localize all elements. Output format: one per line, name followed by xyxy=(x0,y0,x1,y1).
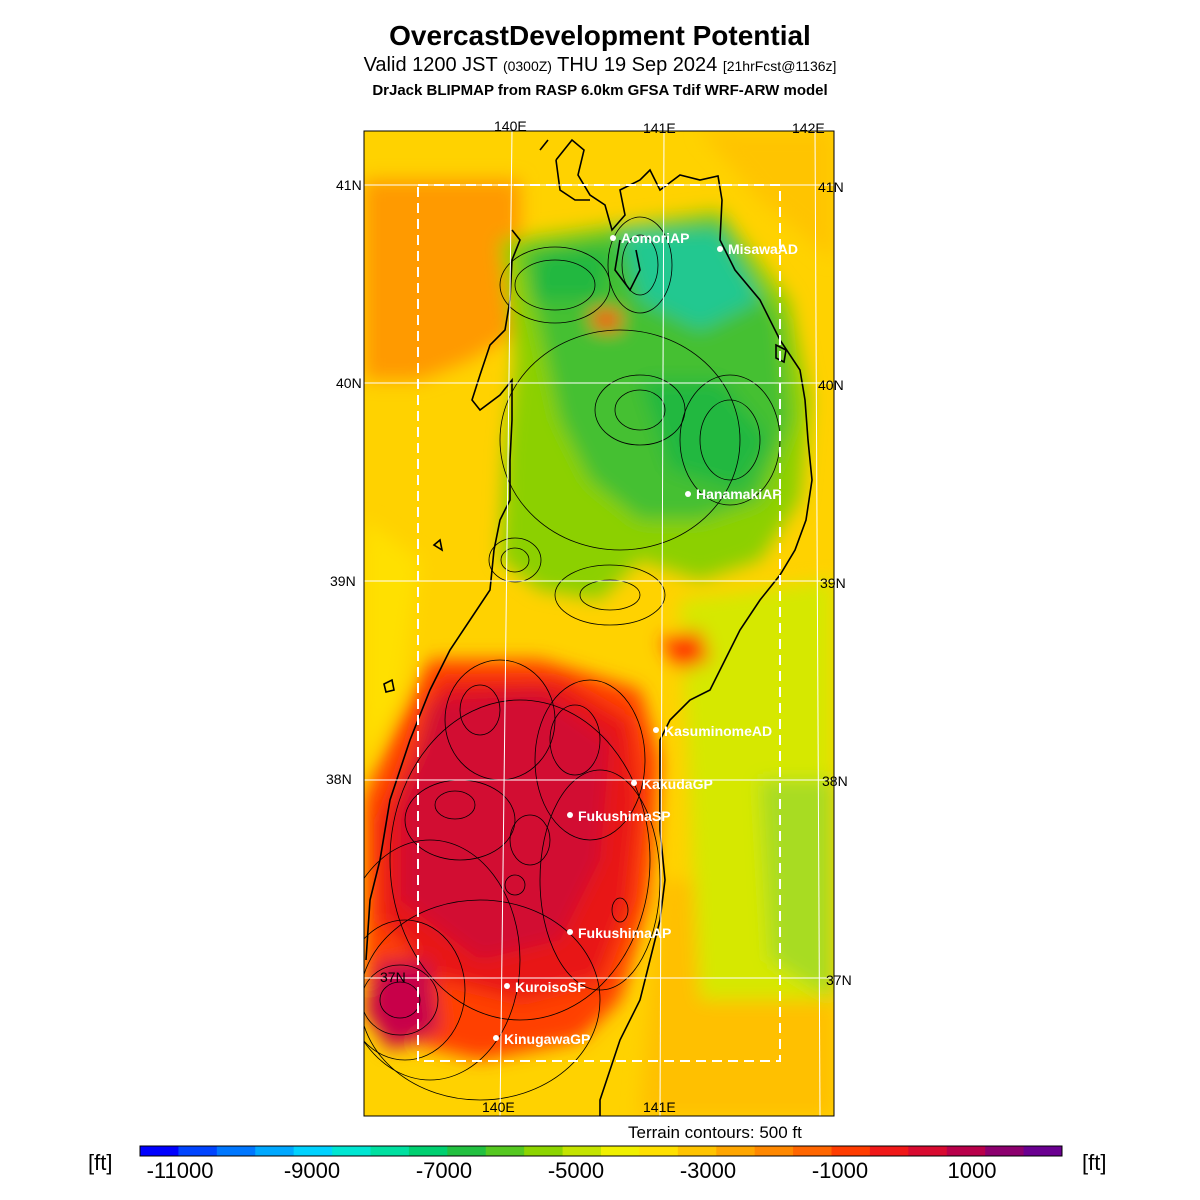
forecast-info: [21hrFcst@1136z] xyxy=(722,58,837,74)
color-scale-cell xyxy=(1023,1146,1063,1156)
color-scale-unit-left: [ft] xyxy=(88,1150,113,1175)
station-label-kinugawagp: KinugawaGP xyxy=(504,1031,590,1047)
map-frame xyxy=(363,130,835,1117)
station-label-fukushimaap: FukushimaAP xyxy=(578,925,671,941)
station-dot-kuroisosf xyxy=(504,983,510,989)
lon-label-top-141e: 141E xyxy=(643,120,676,136)
color-scale-tick-label: -5000 xyxy=(548,1158,604,1183)
color-scale-cell xyxy=(524,1146,564,1156)
color-scale-tick-label: -7000 xyxy=(416,1158,472,1183)
lon-label-bottom-141e: 141E xyxy=(643,1099,676,1115)
color-scale-cell xyxy=(293,1146,333,1156)
inner-domain-box xyxy=(417,184,781,1062)
lon-label-top-140e: 140E xyxy=(494,118,527,134)
color-scale-cell xyxy=(485,1146,525,1156)
station-dot-kasuminomead xyxy=(653,727,659,733)
color-scale-cell xyxy=(601,1146,640,1156)
station-dot-kinugawagp xyxy=(493,1035,499,1041)
station-dot-fukushimasp xyxy=(567,812,573,818)
coastline xyxy=(365,138,813,1116)
color-scale-cell xyxy=(562,1146,602,1156)
station-dot-aomoriap xyxy=(610,235,616,241)
color-scale-cell xyxy=(370,1146,410,1156)
color-scale-cell xyxy=(255,1146,295,1156)
color-scale-cell xyxy=(216,1146,256,1156)
color-scale-cell xyxy=(831,1146,871,1156)
color-scale-cell xyxy=(639,1146,679,1156)
color-scale-tick-label: -1000 xyxy=(812,1158,868,1183)
station-label-hanamakiap: HanamakiAP xyxy=(696,486,782,502)
color-scale-unit-right: [ft] xyxy=(1082,1150,1107,1175)
lat-label-right-38n: 38N xyxy=(822,773,848,789)
lat-label-right-40n: 40N xyxy=(818,377,844,393)
color-scale-cell xyxy=(332,1146,371,1156)
utc-time: (0300Z) xyxy=(502,58,552,74)
lat-label-left-40n: 40N xyxy=(336,375,362,391)
station-label-misawaad: MisawaAD xyxy=(728,241,798,257)
color-scale-cell xyxy=(408,1146,448,1156)
color-scale-tick-label: -3000 xyxy=(680,1158,736,1183)
station-dot-misawaad xyxy=(717,246,723,252)
color-scale-tick-label: 1000 xyxy=(948,1158,997,1183)
color-scale-cell xyxy=(716,1146,756,1156)
lat-label-right-39n: 39N xyxy=(820,575,846,591)
station-dot-fukushimaap xyxy=(567,929,573,935)
color-scale-cell xyxy=(140,1146,179,1156)
valid-date: THU 19 Sep 2024 xyxy=(557,54,718,76)
lat-label-left-41n: 41N xyxy=(336,177,362,193)
lat-label-left-38n: 38N xyxy=(326,771,352,787)
color-scale-tick-label: -9000 xyxy=(284,1158,340,1183)
lon-label-top-142e: 142E xyxy=(792,120,825,136)
axis-labels: 140E 141E 142E 140E 141E 41N 40N 39N 38N… xyxy=(326,118,852,1115)
station-label-fukushimasp: FukushimaSP xyxy=(578,808,671,824)
lat-label-right-37n: 37N xyxy=(826,972,852,988)
station-label-kakudagp: KakudaGP xyxy=(642,776,713,792)
color-scale-cell xyxy=(178,1146,218,1156)
color-scale-tick-label: -11000 xyxy=(147,1158,214,1183)
color-scale-cell xyxy=(447,1146,487,1156)
color-scale-cell xyxy=(793,1146,832,1156)
model-description: DrJack BLIPMAP from RASP 6.0km GFSA Tdif… xyxy=(372,82,828,99)
lat-label-right-41n: 41N xyxy=(818,179,844,195)
terrain-contour-note: Terrain contours: 500 ft xyxy=(628,1123,802,1142)
color-scale-cell xyxy=(754,1146,794,1156)
color-scale-cell xyxy=(677,1146,717,1156)
color-scale-outline xyxy=(139,1145,1063,1157)
valid-time: Valid 1200 JST xyxy=(363,54,498,76)
lon-label-bottom-140e: 140E xyxy=(482,1099,515,1115)
color-scale-cell xyxy=(946,1146,986,1156)
valid-time-line: Valid 1200 JST (0300Z) THU 19 Sep 2024 [… xyxy=(0,54,1200,77)
station-markers: AomoriAP MisawaAD HanamakiAP KasuminomeA… xyxy=(493,230,798,1047)
lat-label-left-39n: 39N xyxy=(330,573,356,589)
color-scale-cells xyxy=(139,1145,1063,1157)
station-label-kuroisosf: KuroisoSF xyxy=(515,979,586,995)
station-label-aomoriap: AomoriAP xyxy=(621,230,689,246)
chart-title: OvercastDevelopment Potential xyxy=(389,20,811,51)
station-label-kasuminomead: KasuminomeAD xyxy=(664,723,772,739)
lat-label-left-37n: 37N xyxy=(380,969,406,985)
color-scale-cell xyxy=(985,1146,1025,1156)
station-dot-kakudagp xyxy=(631,780,637,786)
station-dot-hanamakiap xyxy=(685,491,691,497)
color-scale-cell xyxy=(908,1146,948,1156)
color-scale-cell xyxy=(869,1146,909,1156)
color-scale-ticks: -11000 -9000 -7000 -5000 -3000 -1000 1000 xyxy=(147,1158,997,1183)
